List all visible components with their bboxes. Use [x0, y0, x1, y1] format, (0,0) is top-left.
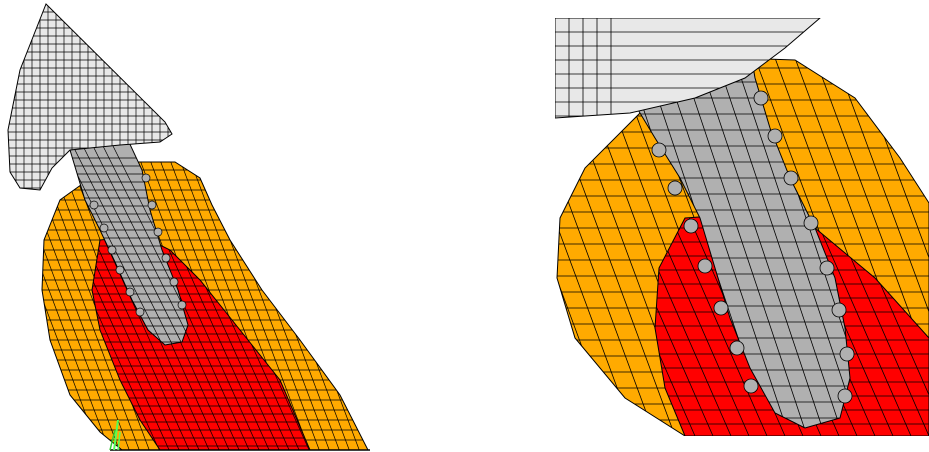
implant-threads	[89, 173, 187, 317]
full-model-svg	[7, 3, 370, 451]
implant-threads-zoom	[651, 90, 855, 404]
implant-region-zoom	[614, 18, 855, 429]
zoomed-svg	[555, 18, 929, 436]
crown-region-zoom	[555, 18, 821, 119]
boundary-condition-marker	[109, 419, 121, 451]
full-model-panel	[0, 0, 380, 452]
implant-region	[69, 139, 189, 346]
zoomed-panel	[555, 18, 929, 436]
